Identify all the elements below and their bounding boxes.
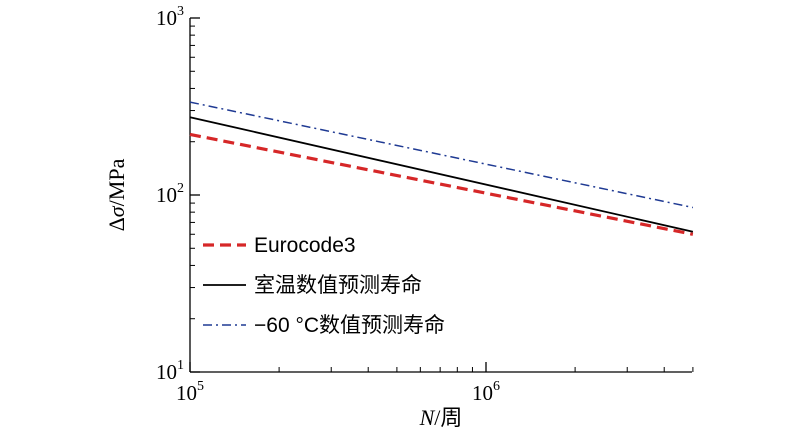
- series-line-0: [189, 132, 694, 236]
- legend-label-1: 室温数值预测寿命: [254, 274, 422, 297]
- y-tick-label: 103: [156, 4, 184, 30]
- series-line-1: [189, 116, 694, 233]
- major-ticks: [189, 17, 487, 373]
- series-lines: [189, 101, 694, 236]
- legend: Eurocode3 室温数值预测寿命 −60 °C数值预测寿命: [203, 234, 445, 337]
- legend-label-2: −60 °C数值预测寿命: [254, 314, 445, 337]
- x-tick-label: 105: [176, 379, 204, 405]
- y-axis-title-var: σ: [104, 205, 129, 217]
- minor-ticks: [190, 25, 694, 372]
- y-axis-title: Δσ/MPa: [104, 158, 129, 231]
- y-tick-label: 101: [156, 358, 184, 384]
- tick-labels: 101 102 103 105 106: [156, 4, 500, 405]
- series-line-2: [189, 101, 694, 209]
- y-tick-label: 102: [156, 181, 184, 207]
- y-axis-title-delta: Δ: [104, 217, 129, 231]
- x-tick-label: 106: [472, 379, 500, 405]
- x-axis-title-unit: /周: [434, 405, 462, 430]
- x-axis-title-var: N: [419, 405, 436, 430]
- legend-label-0: Eurocode3: [254, 234, 356, 257]
- y-axis-title-unit: /MPa: [104, 158, 129, 206]
- x-axis-title: N/周: [419, 405, 463, 430]
